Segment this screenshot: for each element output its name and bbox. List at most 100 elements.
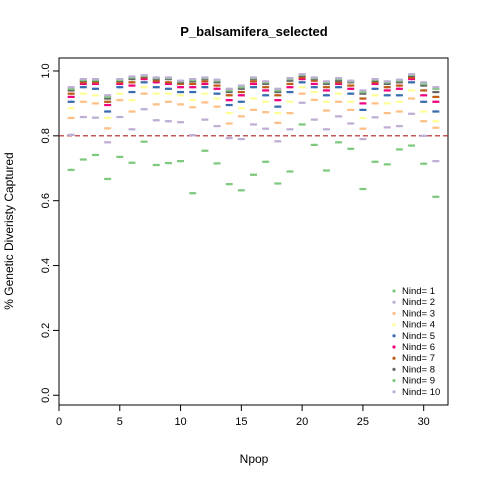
data-point [322,100,330,103]
data-point [91,94,99,97]
data-point [286,82,294,86]
data-point [420,162,428,165]
data-point [371,160,379,163]
x-tick-label: 20 [296,416,308,428]
data-point [432,85,440,89]
data-point [177,94,185,97]
data-point [177,90,185,94]
data-point [286,85,294,89]
data-point [128,110,136,113]
data-point [128,84,136,87]
data-point [408,144,416,147]
data-point [250,76,257,79]
legend-label: Nind= 8 [402,364,435,375]
data-point [408,73,416,76]
x-tick-label: 10 [174,416,186,428]
data-point [408,89,416,92]
data-point [298,85,306,89]
data-point [140,140,148,143]
data-point [67,133,75,137]
data-point [213,87,221,91]
data-point [104,127,112,130]
data-point [395,148,403,151]
y-tick-label: 0.6 [40,193,52,208]
data-point [359,89,367,92]
data-point [347,108,355,112]
data-point [432,90,440,94]
data-point [359,137,367,141]
data-point [104,177,112,181]
data-point [237,137,245,141]
data-point [359,116,367,120]
data-point [383,102,391,105]
data-point [322,109,330,112]
data-point [116,155,124,159]
data-point [213,124,221,128]
data-point [274,121,282,125]
data-point [128,98,136,102]
chart-title: P_balsamifera_selected [180,24,327,39]
data-point [79,77,87,81]
data-point [310,82,318,86]
data-point [116,85,124,89]
legend-marker [392,367,396,371]
data-point [225,87,233,91]
data-point [371,116,379,119]
data-point [189,106,197,109]
data-point [164,87,172,91]
legend-label: Nind= 1 [402,286,435,297]
legend-item: Nind= 4 [392,320,435,331]
data-point [177,79,185,82]
data-point [432,195,440,198]
x-tick-label: 5 [117,416,123,428]
data-point [274,105,282,108]
data-point [213,78,221,81]
data-point [164,81,172,84]
data-point [432,126,440,129]
data-point [274,111,282,115]
data-point [395,94,403,97]
data-point [432,100,440,103]
x-tick-label: 0 [56,416,62,428]
data-point [335,100,343,103]
data-point [335,141,343,144]
data-point [67,100,75,103]
legend-item: Nind= 5 [392,331,435,342]
legend-marker [392,289,396,293]
data-point [395,100,403,103]
data-point [177,103,185,106]
data-point [152,85,160,89]
data-point [128,128,136,131]
data-point [140,92,148,95]
data-point [359,97,367,100]
data-point [359,127,367,130]
data-point [213,162,221,165]
legend-item: Nind= 6 [392,342,435,353]
data-point [383,85,391,89]
data-point [395,78,403,81]
data-point [298,123,306,126]
data-point [140,85,148,89]
legend-label: Nind= 9 [402,376,435,387]
data-point [359,102,367,105]
data-point [116,92,124,95]
data-point [395,84,403,87]
data-point [383,80,391,83]
data-point [298,101,306,104]
y-axis: 0.0 0.2 0.4 0.6 0.8 1.0 [40,63,59,403]
data-point [237,94,245,97]
data-point [79,115,87,119]
x-tick-label: 30 [418,416,430,428]
data-point [432,159,440,163]
legend-item: Nind= 9 [392,376,435,387]
data-point [225,98,233,102]
data-point [274,87,282,91]
data-point [432,95,440,99]
data-point [67,168,75,172]
data-point [322,80,330,83]
data-point [79,92,87,95]
plot-area-border [58,57,449,406]
data-point [140,81,148,84]
